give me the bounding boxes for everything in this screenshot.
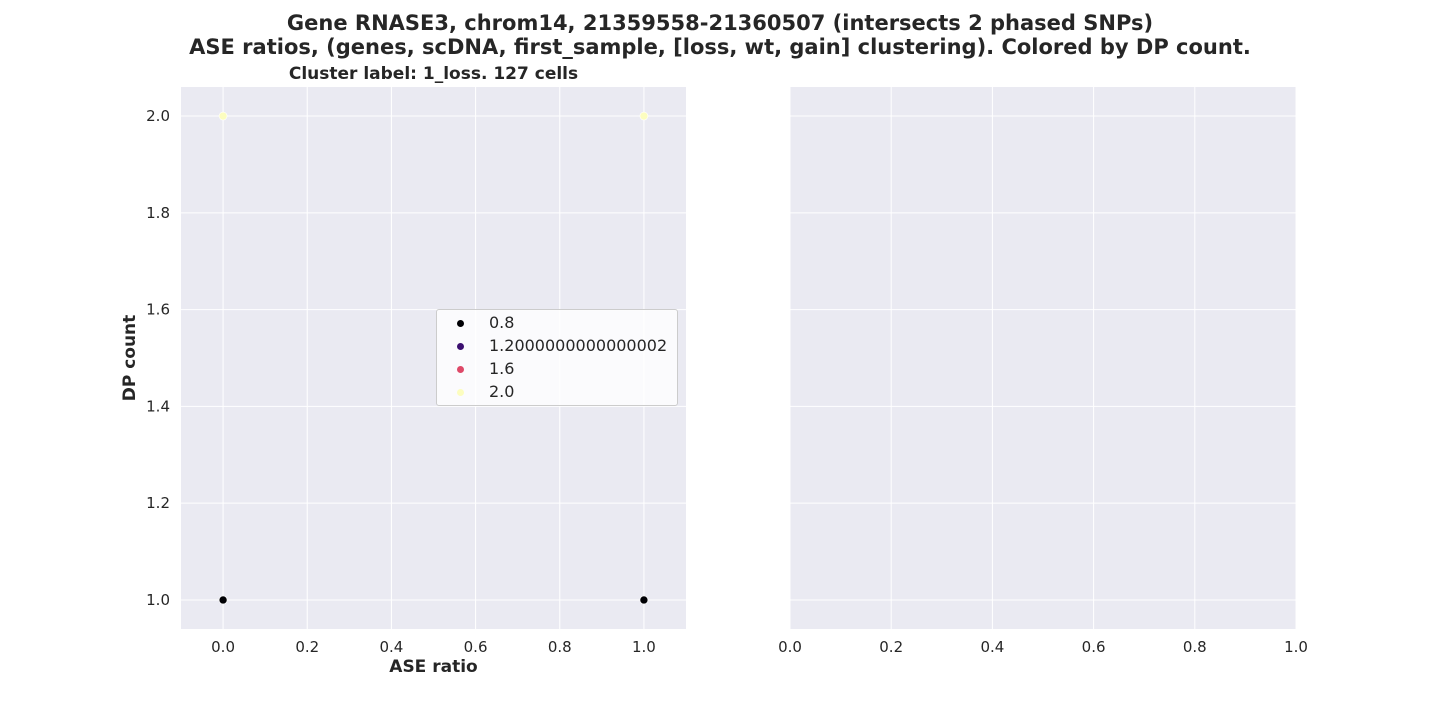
x-tick-label: 1.0 <box>632 638 656 656</box>
legend-label: 2.0 <box>489 382 515 401</box>
legend-item: 0.8 <box>437 312 679 335</box>
y-tick-label: 1.4 <box>146 397 170 415</box>
x-tick-label: 0.6 <box>464 638 488 656</box>
chart-subtitle: ASE ratios, (genes, scDNA, first_sample,… <box>189 35 1251 59</box>
x-tick-label: 0.6 <box>1082 638 1106 656</box>
chart-title: Gene RNASE3, chrom14, 21359558-21360507 … <box>286 11 1154 35</box>
legend-marker <box>457 320 464 327</box>
data-point <box>639 111 649 121</box>
data-point <box>639 595 649 605</box>
x-tick-label: 0.0 <box>778 638 802 656</box>
legend-item: 2.0 <box>437 381 679 404</box>
x-axis-label: ASE ratio <box>389 657 477 677</box>
legend-marker <box>457 343 464 350</box>
x-tick-label: 0.2 <box>879 638 903 656</box>
y-tick-label: 1.2 <box>146 494 170 512</box>
legend-label: 1.2000000000000002 <box>489 336 668 355</box>
x-tick-label: 0.0 <box>211 638 235 656</box>
x-tick-label: 1.0 <box>1284 638 1308 656</box>
panel-title: Cluster label: 1_loss. 127 cells <box>288 64 579 84</box>
y-tick-label: 1.6 <box>146 301 170 319</box>
y-axis-label: DP count <box>120 315 140 402</box>
legend-item: 1.6 <box>437 358 679 381</box>
legend-marker <box>457 366 464 373</box>
x-tick-label: 0.4 <box>980 638 1004 656</box>
plot-area <box>790 87 1296 629</box>
x-tick-label: 0.2 <box>295 638 319 656</box>
x-tick-label: 0.8 <box>548 638 572 656</box>
data-point <box>218 111 228 121</box>
legend-label: 1.6 <box>489 359 515 378</box>
legend-label: 0.8 <box>489 313 515 332</box>
legend-marker <box>457 389 464 396</box>
x-tick-label: 0.8 <box>1183 638 1207 656</box>
legend: 0.8 1.2000000000000002 1.6 2.0 <box>436 309 678 406</box>
y-tick-label: 2.0 <box>146 107 170 125</box>
legend-item: 1.2000000000000002 <box>437 335 679 358</box>
x-tick-label: 0.4 <box>379 638 403 656</box>
y-tick-label: 1.0 <box>146 591 170 609</box>
data-point <box>218 595 228 605</box>
y-tick-label: 1.8 <box>146 204 170 222</box>
